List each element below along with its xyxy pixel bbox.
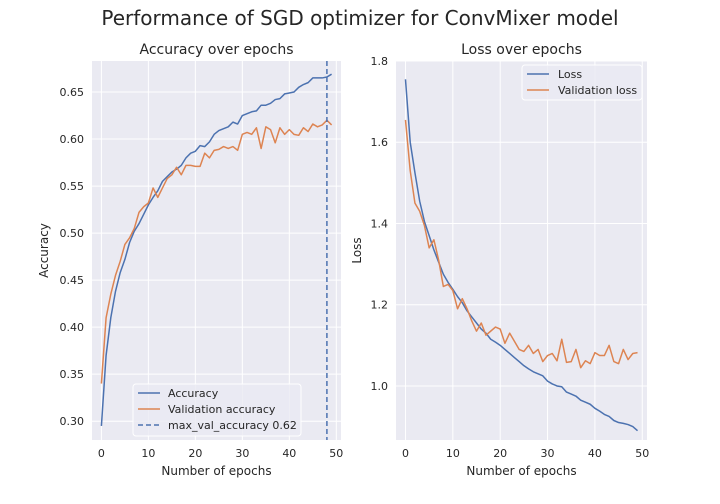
accuracy-panel: 0 10 20 30 40 50 0.30 0.35 0.40 0.45 0.50 0.55 0.60 0… (37, 42, 343, 478)
legend-loss-label: Loss (558, 68, 582, 81)
legend-validation-loss-label: Validation loss (558, 84, 637, 97)
loss-legend-box (521, 64, 643, 101)
loss-x-axis-label: Number of epochs (466, 464, 576, 478)
x-tick-label: 20 (188, 447, 202, 460)
y-tick-label: 0.40 (60, 321, 85, 334)
series-line-validation-loss (404, 119, 638, 369)
x-tick-label: 50 (635, 447, 649, 460)
y-tick-label: 1.2 (371, 299, 389, 312)
series-line-accuracy (100, 73, 332, 426)
x-tick-label: 50 (329, 447, 343, 460)
y-tick-label: 1.4 (371, 217, 389, 230)
y-tick-label: 1.8 (371, 55, 389, 68)
figure-title: Performance of SGD optimizer for ConvMix… (101, 6, 618, 30)
x-tick-label: 20 (493, 447, 507, 460)
x-tick-label: 40 (588, 447, 602, 460)
series-line-loss (404, 79, 639, 432)
x-tick-label: 10 (141, 447, 155, 460)
accuracy-lines (100, 61, 333, 440)
accuracy-legend-box (132, 383, 302, 437)
y-tick-label: 0.50 (60, 227, 85, 240)
accuracy-plot-area (92, 61, 341, 440)
loss-plot-area (396, 61, 647, 440)
y-tick-label: 0.35 (60, 368, 85, 381)
x-tick-label: 0 (98, 447, 105, 460)
accuracy-y-axis-label: Accuracy (37, 223, 51, 278)
legend-validation-accuracy-label: Validation accuracy (168, 403, 276, 416)
y-tick-label: 1.6 (371, 136, 389, 149)
y-tick-label: 0.65 (60, 86, 85, 99)
y-tick-label: 0.45 (60, 274, 85, 287)
x-tick-label: 30 (235, 447, 249, 460)
y-tick-label: 1.0 (371, 380, 389, 393)
x-tick-label: 40 (282, 447, 296, 460)
y-tick-label: 0.30 (60, 415, 85, 428)
loss-y-axis-label: Loss (350, 237, 364, 263)
accuracy-x-axis-label: Number of epochs (161, 464, 271, 478)
legend-max-val-accuracy-label: max_val_accuracy 0.62 (168, 419, 297, 432)
loss-tick-labels: 0 10 20 30 40 50 1.0 1.2 1.4 1.6 1.8 (371, 55, 650, 460)
x-tick-label: 30 (541, 447, 555, 460)
y-tick-label: 0.60 (60, 133, 85, 146)
accuracy-chart-title: Accuracy over epochs (140, 42, 294, 58)
loss-lines (404, 79, 639, 432)
x-tick-label: 0 (402, 447, 409, 460)
x-tick-label: 10 (446, 447, 460, 460)
y-tick-label: 0.55 (60, 180, 85, 193)
loss-chart-title: Loss over epochs (461, 42, 582, 58)
legend-accuracy-label: Accuracy (168, 387, 219, 400)
loss-panel: 0 10 20 30 40 50 1.0 1.2 1.4 1.6 1.8 Loss over epo… (350, 42, 649, 478)
loss-legend: Loss Validation loss (521, 64, 643, 101)
accuracy-legend: Accuracy Validation accuracy max_val_acc… (132, 383, 302, 437)
series-line-validation-accuracy (100, 119, 333, 384)
accuracy-tick-labels: 0 10 20 30 40 50 0.30 0.35 0.40 0.45 0.50 0.55 0.60 0… (60, 86, 344, 460)
